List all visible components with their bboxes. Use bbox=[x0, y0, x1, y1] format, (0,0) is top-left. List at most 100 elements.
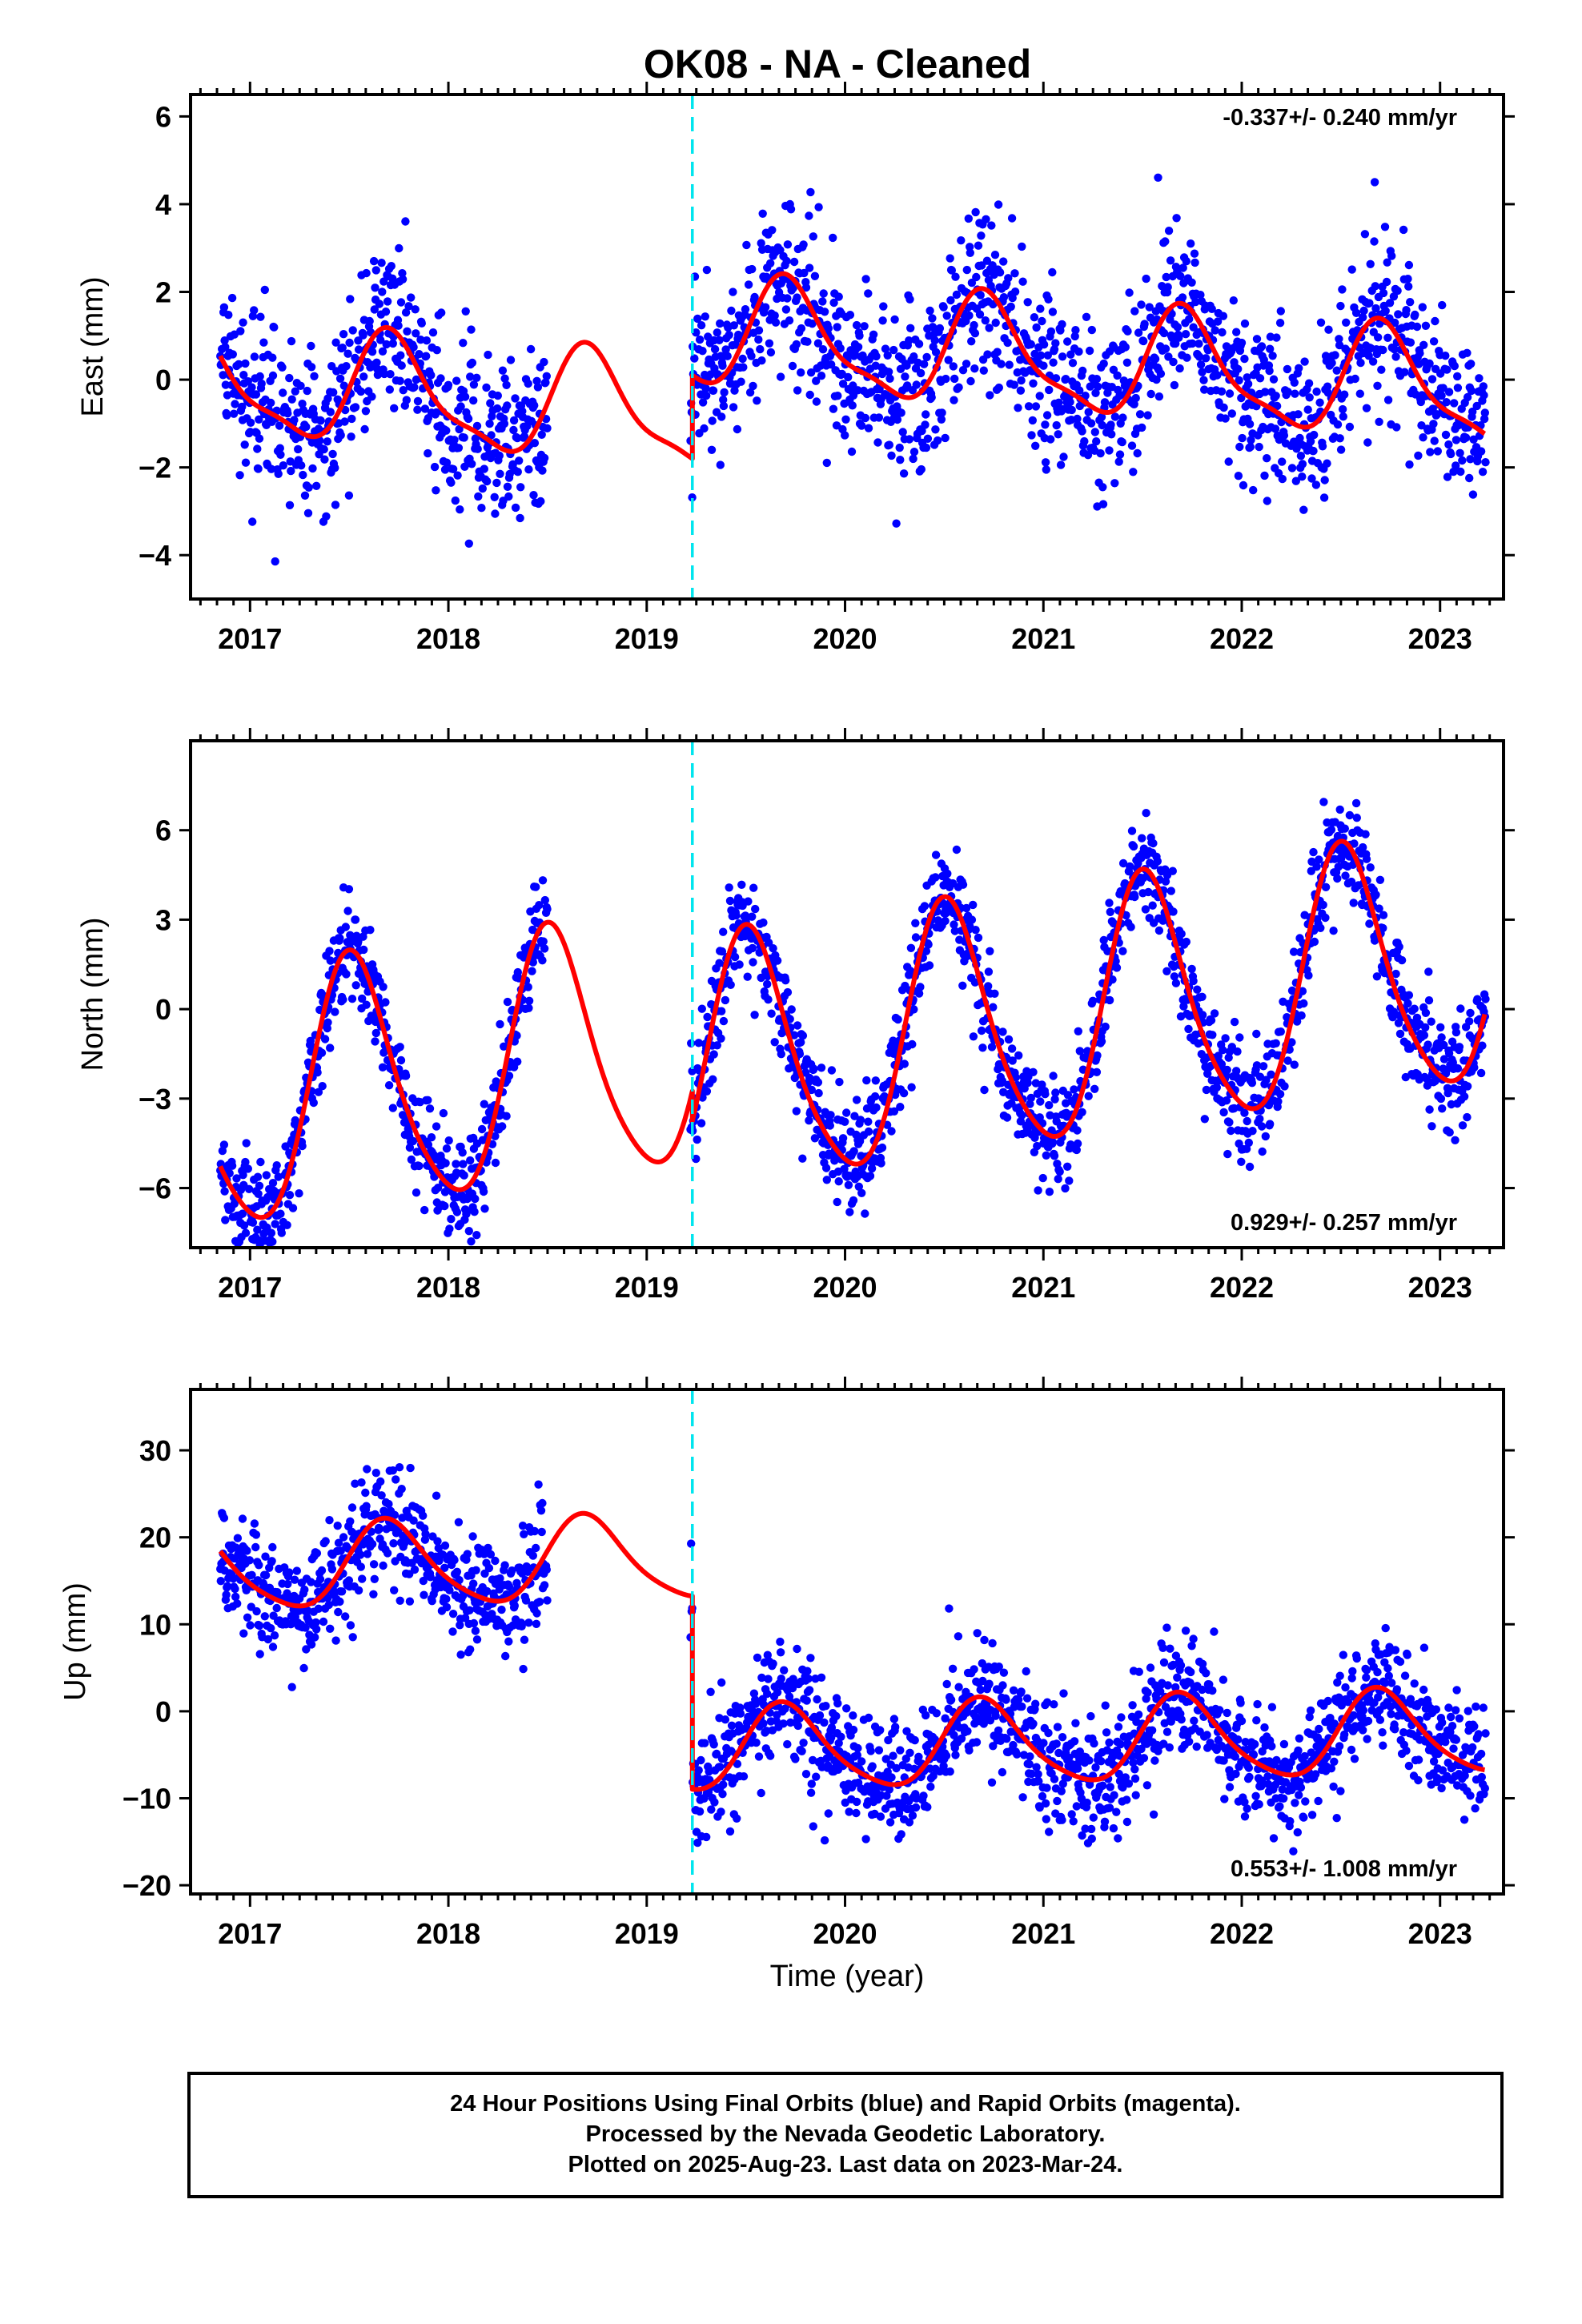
data-point bbox=[1125, 288, 1134, 297]
data-point bbox=[235, 471, 244, 480]
data-point bbox=[776, 372, 785, 381]
data-point bbox=[783, 1739, 792, 1749]
data-point bbox=[466, 372, 475, 381]
data-point bbox=[1372, 972, 1382, 981]
data-point bbox=[1383, 333, 1392, 342]
data-point bbox=[1412, 322, 1422, 332]
x-tick-label: 2021 bbox=[1011, 622, 1075, 655]
data-point bbox=[758, 209, 767, 218]
data-point bbox=[1438, 300, 1447, 310]
data-point bbox=[526, 344, 536, 354]
data-point bbox=[351, 915, 360, 924]
data-point bbox=[1052, 420, 1061, 430]
east-model-curve bbox=[218, 271, 1487, 461]
data-point bbox=[702, 1087, 712, 1096]
data-point bbox=[472, 373, 481, 382]
data-point bbox=[1036, 304, 1045, 313]
data-point bbox=[427, 1133, 436, 1142]
data-point bbox=[1065, 1176, 1074, 1185]
data-point bbox=[474, 492, 483, 501]
data-point bbox=[367, 1539, 377, 1549]
data-point bbox=[358, 1574, 367, 1583]
data-point bbox=[748, 943, 757, 953]
data-point bbox=[1312, 862, 1321, 871]
data-point bbox=[917, 426, 926, 436]
data-point bbox=[987, 221, 996, 230]
data-point bbox=[402, 396, 411, 404]
data-point bbox=[1371, 282, 1380, 291]
data-point bbox=[492, 478, 501, 488]
data-point bbox=[958, 981, 967, 991]
data-point bbox=[307, 363, 316, 372]
data-point bbox=[370, 1574, 379, 1584]
data-point bbox=[1210, 1009, 1219, 1018]
data-point bbox=[1423, 1040, 1432, 1049]
data-point bbox=[519, 1664, 528, 1674]
data-point bbox=[987, 1043, 997, 1051]
data-point bbox=[782, 256, 791, 266]
data-point bbox=[1379, 345, 1387, 355]
data-point bbox=[421, 1530, 430, 1538]
data-point bbox=[495, 451, 504, 460]
data-point bbox=[425, 1104, 435, 1113]
data-point bbox=[1030, 1133, 1039, 1143]
data-point bbox=[1291, 389, 1299, 398]
data-point bbox=[1360, 230, 1370, 239]
data-point bbox=[792, 1107, 801, 1116]
data-point bbox=[702, 1832, 711, 1842]
data-point bbox=[371, 266, 380, 275]
data-point bbox=[1150, 355, 1160, 364]
data-point bbox=[451, 496, 460, 505]
x-tick-label: 2018 bbox=[416, 622, 480, 655]
data-point bbox=[797, 1038, 805, 1047]
data-point bbox=[342, 970, 351, 979]
data-point bbox=[1456, 467, 1465, 476]
data-point bbox=[472, 1231, 481, 1240]
data-point bbox=[717, 1678, 726, 1687]
data-point bbox=[946, 296, 955, 305]
data-point bbox=[744, 897, 753, 906]
data-point bbox=[1393, 286, 1402, 296]
data-point bbox=[1074, 347, 1083, 356]
data-point bbox=[450, 436, 459, 444]
data-point bbox=[785, 1015, 794, 1023]
data-point bbox=[239, 1171, 247, 1180]
data-point bbox=[1118, 858, 1128, 868]
data-point bbox=[1135, 410, 1145, 419]
data-point bbox=[401, 217, 410, 226]
data-point bbox=[1214, 1051, 1223, 1060]
data-point bbox=[750, 292, 759, 302]
data-point bbox=[757, 239, 765, 247]
data-point bbox=[994, 383, 1004, 392]
data-point bbox=[358, 994, 367, 1003]
data-point bbox=[1232, 328, 1241, 336]
data-point bbox=[500, 1042, 508, 1051]
data-point bbox=[456, 505, 464, 514]
data-point bbox=[810, 271, 820, 280]
data-point bbox=[276, 1209, 285, 1218]
data-point bbox=[806, 187, 815, 197]
data-point bbox=[1283, 1056, 1292, 1065]
data-point bbox=[259, 338, 268, 347]
data-point bbox=[245, 1556, 254, 1565]
data-point bbox=[397, 361, 406, 370]
data-point bbox=[453, 471, 462, 480]
data-point bbox=[403, 327, 412, 336]
data-point bbox=[351, 981, 360, 990]
data-point bbox=[1227, 1126, 1235, 1136]
data-point bbox=[238, 1514, 247, 1523]
data-point bbox=[405, 1597, 415, 1606]
data-point bbox=[253, 1172, 263, 1181]
data-point bbox=[1366, 863, 1375, 872]
data-point bbox=[448, 1627, 457, 1636]
data-point bbox=[1359, 313, 1367, 322]
data-point bbox=[809, 1064, 818, 1073]
data-point bbox=[709, 386, 718, 395]
data-point bbox=[1056, 460, 1066, 469]
data-point bbox=[452, 1208, 462, 1216]
data-point bbox=[307, 1640, 316, 1649]
data-point bbox=[1146, 389, 1155, 399]
data-point bbox=[1122, 358, 1132, 367]
data-point bbox=[829, 233, 837, 243]
data-point bbox=[386, 370, 395, 379]
